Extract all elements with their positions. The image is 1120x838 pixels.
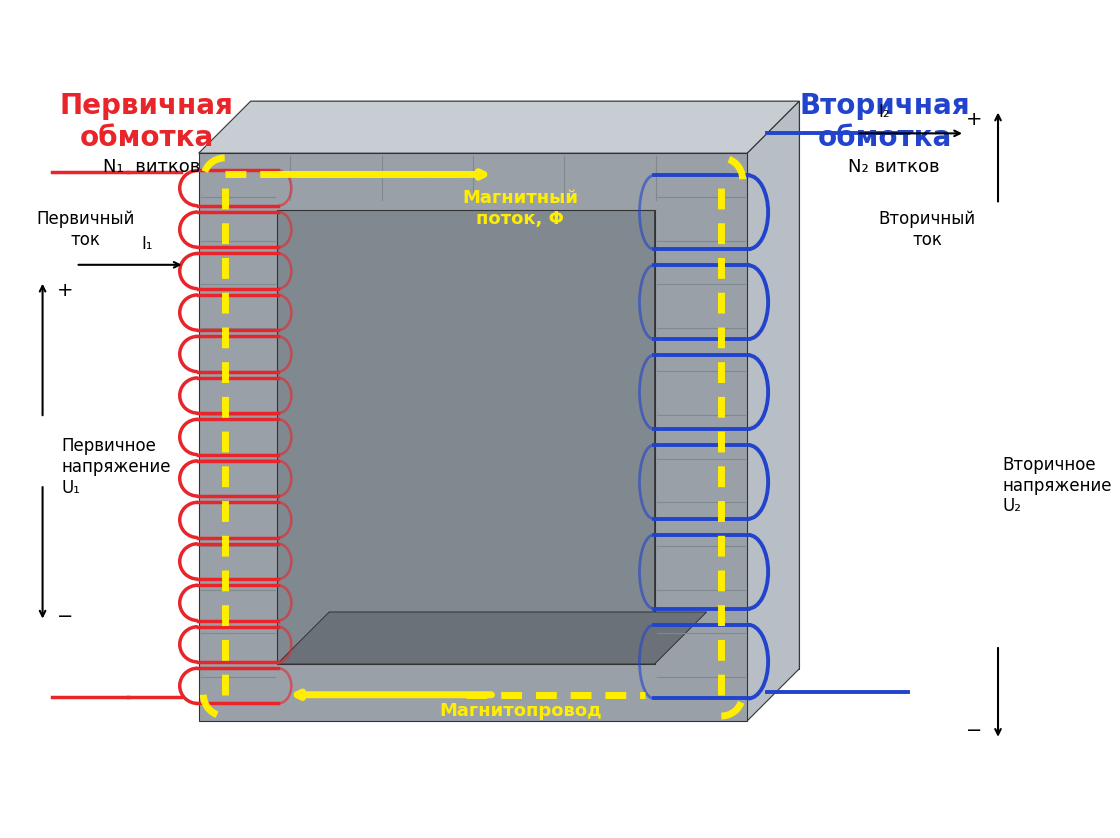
Text: Вторичный
ток: Вторичный ток <box>878 210 976 249</box>
Text: Первичный
ток: Первичный ток <box>36 210 134 249</box>
Text: N₁  витков: N₁ витков <box>103 158 200 176</box>
Text: −: − <box>57 608 73 626</box>
PathPatch shape <box>277 612 707 664</box>
Text: +: + <box>965 110 982 129</box>
Text: Первичное
напряжение
U₁: Первичное напряжение U₁ <box>62 437 171 497</box>
PathPatch shape <box>654 158 707 664</box>
PathPatch shape <box>198 153 747 721</box>
Text: Вторичное
напряжение
U₂: Вторичное напряжение U₂ <box>1002 456 1112 515</box>
PathPatch shape <box>251 101 800 669</box>
Text: I₂: I₂ <box>879 103 890 121</box>
PathPatch shape <box>277 158 707 210</box>
Text: Первичная
обмотка: Первичная обмотка <box>59 91 234 152</box>
Text: Магнитопровод: Магнитопровод <box>439 702 601 720</box>
Text: N₂ витков: N₂ витков <box>848 158 940 176</box>
Text: Магнитный
поток, Φ: Магнитный поток, Φ <box>463 189 578 228</box>
Text: +: + <box>57 281 73 300</box>
PathPatch shape <box>198 101 800 153</box>
PathPatch shape <box>747 101 800 721</box>
Text: I₁: I₁ <box>141 235 152 252</box>
Text: −: − <box>965 721 982 740</box>
Text: Вторичная
обмотка: Вторичная обмотка <box>800 91 970 152</box>
